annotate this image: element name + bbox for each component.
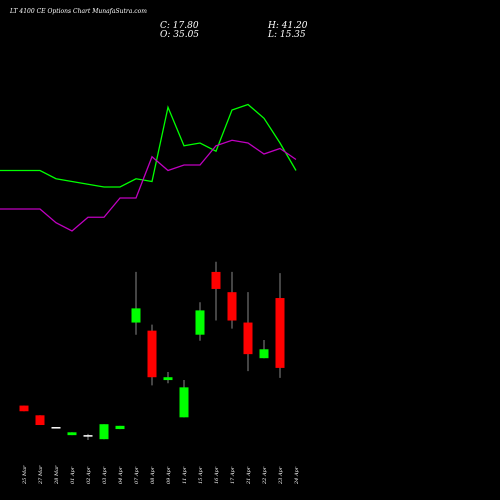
candle-body: [211, 271, 221, 289]
x-tick-label: 09 Apr: [166, 466, 172, 484]
x-tick-label: 27 Mar: [38, 465, 44, 485]
candle-body: [259, 349, 269, 359]
x-tick-label: 21 Apr: [246, 466, 252, 485]
chart-title: LT 4100 CE Options Chart MunafaSutra.com: [10, 8, 147, 15]
high-label: H: 41.20: [268, 21, 308, 31]
x-tick-label: 04 Apr: [118, 466, 124, 484]
x-tick-label: 28 Mar: [54, 465, 60, 485]
candle-body: [35, 415, 45, 426]
candle-body: [19, 405, 29, 412]
indicator-line-2: [0, 139, 297, 232]
candle-body: [131, 308, 141, 323]
candle-body: [179, 387, 189, 418]
x-tick-label: 07 Apr: [134, 466, 140, 484]
indicator-line-1: [0, 103, 297, 188]
candle-body: [275, 298, 285, 368]
x-tick-label: 11 Apr: [182, 466, 188, 484]
x-tick-label: 17 Apr: [230, 466, 236, 484]
close-label: C: 17.80: [160, 21, 199, 31]
x-tick-label: 01 Apr: [70, 466, 76, 484]
candle-body: [67, 432, 77, 436]
candle-body: [227, 292, 237, 321]
candles: [19, 261, 285, 440]
low-label: L: 15.35: [268, 30, 306, 40]
open-label: O: 35.05: [160, 30, 200, 40]
x-tick-label: 03 Apr: [102, 466, 108, 484]
x-tick-label: 25 Mar: [22, 465, 28, 485]
candle-body: [51, 427, 61, 429]
candle-body: [115, 425, 125, 430]
candle-body: [99, 424, 109, 440]
x-tick-label: 08 Apr: [150, 466, 156, 484]
x-tick-label: 02 Apr: [86, 466, 92, 484]
candle-body: [243, 322, 253, 355]
x-tick-label: 23 Apr: [278, 466, 284, 485]
candle-body: [83, 435, 93, 437]
indicator-lines: [0, 103, 297, 232]
x-tick-labels: 25 Mar 27 Mar 28 Mar 01 Apr 02 Apr 03 Apr 04 A…: [22, 465, 300, 485]
x-tick-label: 15 Apr: [198, 466, 204, 484]
x-tick-label: 24 Apr: [294, 466, 300, 485]
x-tick-label: 16 Apr: [214, 466, 220, 484]
candle-body: [195, 310, 205, 335]
candle-body: [163, 377, 173, 381]
x-tick-label: 22 Apr: [262, 466, 268, 485]
candle-body: [147, 330, 157, 378]
